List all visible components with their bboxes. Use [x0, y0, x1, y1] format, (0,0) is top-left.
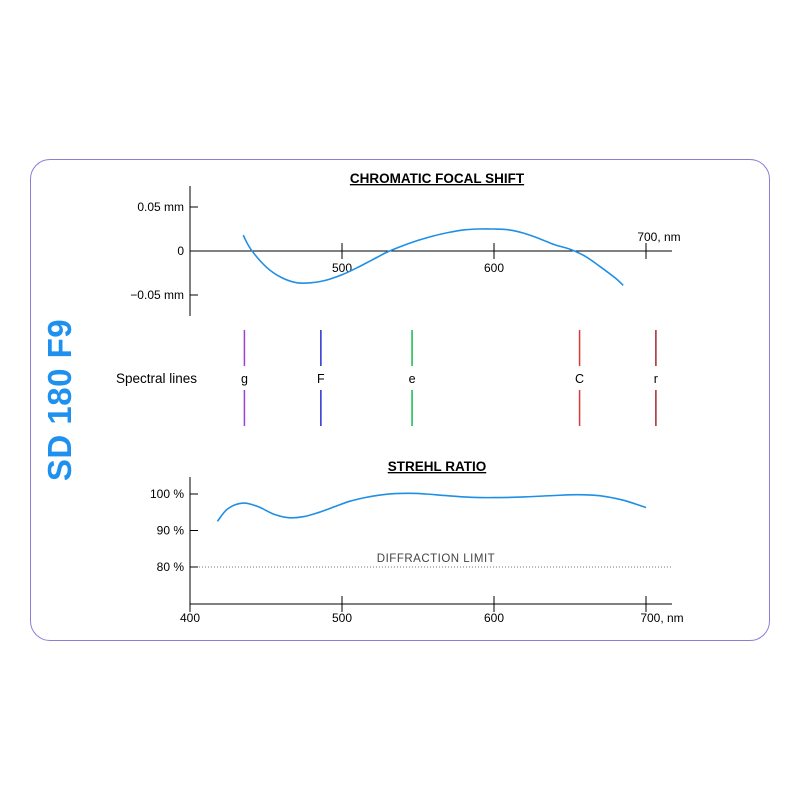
cfs-y-tick-label: −0.05 mm — [130, 288, 184, 302]
sr-x-tick-label: 400 — [180, 611, 200, 625]
spectral-line-label: C — [575, 372, 584, 386]
chromatic-focal-shift-chart: CHROMATIC FOCAL SHIFT 0.05 mm 0 −0.05 mm 50… — [130, 171, 681, 316]
spectral-line-label: e — [409, 372, 416, 386]
sr-y-tick-label: 80 % — [157, 560, 185, 574]
focal-shift-curve — [242, 228, 624, 286]
diffraction-limit-label: DIFFRACTION LIMIT — [377, 553, 495, 565]
strehl-ratio-chart: STREHL RATIO DIFFRACTION LIMIT 100 % 90 %… — [150, 459, 684, 625]
cfs-y-tick-label: 0.05 mm — [137, 200, 184, 214]
cfs-x-tick-label: 600 — [484, 261, 504, 275]
spectral-line-label: r — [654, 372, 658, 386]
strehl-ratio-title: STREHL RATIO — [388, 459, 487, 474]
sr-x-tick-label: 700, nm — [640, 611, 683, 625]
strehl-ratio-curve — [216, 492, 647, 522]
chromatic-focal-shift-title: CHROMATIC FOCAL SHIFT — [350, 171, 525, 186]
card-frame — [30, 159, 770, 641]
sr-x-tick-label: 500 — [332, 611, 352, 625]
sr-x-tick-label: 600 — [484, 611, 504, 625]
spectral-lines-title: Spectral lines — [116, 371, 197, 386]
spectral-line-label: g — [241, 372, 248, 386]
cfs-x-tick-label: 700, nm — [637, 230, 680, 244]
sr-y-tick-label: 90 % — [157, 524, 185, 538]
cfs-y-tick-label: 0 — [177, 244, 184, 258]
cfs-x-tick-label: 500 — [332, 261, 352, 275]
spectral-line-label: F — [317, 372, 325, 386]
sr-y-tick-label: 100 % — [150, 487, 184, 501]
